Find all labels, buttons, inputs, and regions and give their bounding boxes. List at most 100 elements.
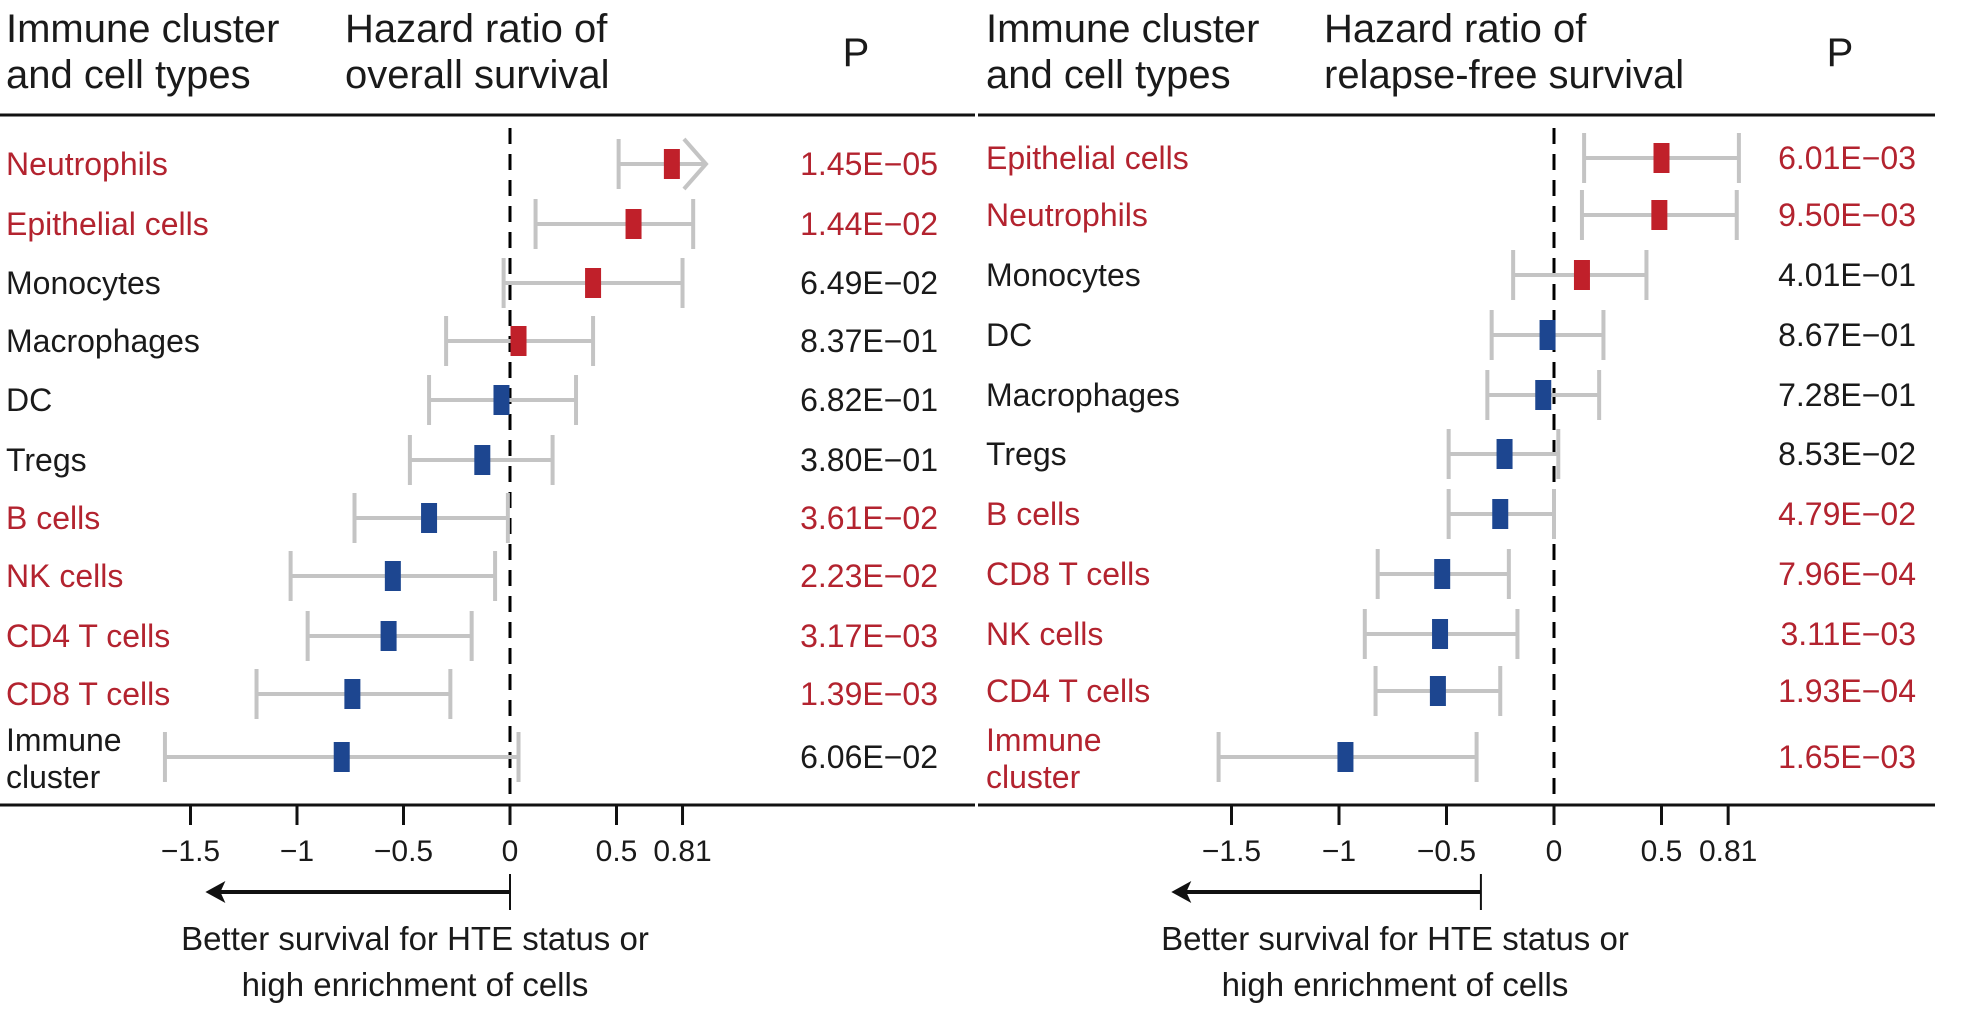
point-estimate-marker (1432, 619, 1449, 649)
header-label-column: Immune cluster (986, 7, 1259, 51)
row-label: Epithelial cells (986, 140, 1189, 176)
table-row: Neutrophils 1.45E−05 (6, 137, 938, 191)
row-label: CD4 T cells (6, 618, 170, 654)
p-value: 2.23E−02 (800, 558, 938, 594)
header-plot-column: Hazard ratio of (345, 7, 608, 51)
ci-truncation-arrow-icon (682, 137, 709, 191)
p-value: 9.50E−03 (1778, 197, 1916, 233)
point-estimate-marker (1653, 143, 1670, 173)
header-label-column: and cell types (986, 53, 1231, 97)
point-estimate-marker (344, 679, 361, 709)
row-label: CD8 T cells (986, 556, 1150, 592)
table-row: Macrophages 7.28E−01 (986, 370, 1916, 420)
row-label: B cells (6, 500, 100, 536)
header-plot-column: relapse-free survival (1324, 53, 1684, 97)
table-row: Neutrophils 9.50E−03 (986, 190, 1916, 240)
table-row: CD8 T cells 7.96E−04 (986, 549, 1916, 599)
row-label: Macrophages (986, 377, 1180, 413)
table-row: CD4 T cells 1.93E−04 (986, 666, 1916, 716)
x-axis-tick-label: 0 (502, 835, 519, 868)
table-row: DC 6.82E−01 (6, 375, 938, 425)
p-value: 7.96E−04 (1778, 556, 1916, 592)
header-p-column: P (1827, 31, 1854, 75)
table-row: CD4 T cells 3.17E−03 (6, 611, 938, 661)
point-estimate-marker (474, 445, 491, 475)
x-axis-tick-label: −0.5 (374, 835, 433, 868)
row-label: Monocytes (6, 265, 161, 301)
table-row: NK cells 2.23E−02 (6, 551, 938, 601)
row-label: cluster (986, 759, 1081, 795)
point-estimate-marker (1573, 260, 1590, 290)
point-estimate-marker (421, 503, 438, 533)
point-estimate-marker (1496, 439, 1513, 469)
row-label: CD8 T cells (6, 676, 170, 712)
point-estimate-marker (1651, 200, 1668, 230)
table-row: Tregs 8.53E−02 (986, 429, 1916, 479)
row-label: cluster (6, 759, 101, 795)
x-axis-tick-label: −1 (280, 835, 314, 868)
arrow-left-icon (205, 881, 226, 903)
table-row: NK cells 3.11E−03 (986, 609, 1916, 659)
row-label: Macrophages (6, 323, 200, 359)
row-label: DC (986, 317, 1032, 353)
header-plot-column: overall survival (345, 53, 610, 97)
row-label: Immune (986, 722, 1102, 758)
point-estimate-marker (510, 326, 527, 356)
row-label: Tregs (986, 436, 1067, 472)
row-label: B cells (986, 496, 1080, 532)
x-axis-tick-label: 0.81 (653, 835, 711, 868)
row-label: NK cells (6, 558, 123, 594)
annotation-text: high enrichment of cells (242, 966, 589, 1003)
annotation-text: high enrichment of cells (1222, 966, 1569, 1003)
point-estimate-marker (625, 209, 642, 239)
table-row: Monocytes 6.49E−02 (6, 258, 938, 308)
point-estimate-marker (1539, 320, 1556, 350)
x-axis-tick-label: −0.5 (1417, 835, 1476, 868)
point-estimate-marker (1535, 380, 1552, 410)
header-label-column: Immune cluster (6, 7, 279, 51)
row-label: Neutrophils (6, 146, 168, 182)
p-value: 8.37E−01 (800, 323, 938, 359)
p-value: 4.01E−01 (1778, 257, 1916, 293)
header-label-column: and cell types (6, 53, 251, 97)
table-row: Epithelial cells 1.44E−02 (6, 199, 938, 249)
row-label: NK cells (986, 616, 1103, 652)
p-value: 6.06E−02 (800, 739, 938, 775)
header-p-column: P (843, 31, 870, 75)
table-row: CD8 T cells 1.39E−03 (6, 669, 938, 719)
annotation-text: Better survival for HTE status or (1161, 920, 1629, 957)
row-label: Immune (6, 722, 122, 758)
row-label: Neutrophils (986, 197, 1148, 233)
point-estimate-marker (1492, 499, 1509, 529)
point-estimate-marker (1337, 742, 1354, 772)
p-value: 1.93E−04 (1778, 673, 1916, 709)
p-value: 1.44E−02 (800, 206, 938, 242)
x-axis-tick-label: 0 (1546, 835, 1563, 868)
point-estimate-marker (380, 621, 397, 651)
p-value: 1.39E−03 (800, 676, 938, 712)
point-estimate-marker (663, 149, 680, 179)
point-estimate-marker (585, 268, 602, 298)
p-value: 8.53E−02 (1778, 436, 1916, 472)
row-label: Monocytes (986, 257, 1141, 293)
point-estimate-marker (384, 561, 401, 591)
point-estimate-marker (493, 385, 510, 415)
x-axis-tick-label: −1.5 (1202, 835, 1261, 868)
p-value: 1.45E−05 (800, 146, 938, 182)
annotation-text: Better survival for HTE status or (181, 920, 649, 957)
table-row: B cells 3.61E−02 (6, 493, 938, 543)
point-estimate-marker (1429, 676, 1446, 706)
p-value: 6.49E−02 (800, 265, 938, 301)
point-estimate-marker (333, 742, 350, 772)
x-axis-tick-label: 0.5 (596, 835, 638, 868)
table-row: Epithelial cells 6.01E−03 (986, 133, 1916, 183)
table-row: Tregs 3.80E−01 (6, 435, 938, 485)
row-label: CD4 T cells (986, 673, 1150, 709)
row-label: DC (6, 382, 52, 418)
p-value: 7.28E−01 (1778, 377, 1916, 413)
